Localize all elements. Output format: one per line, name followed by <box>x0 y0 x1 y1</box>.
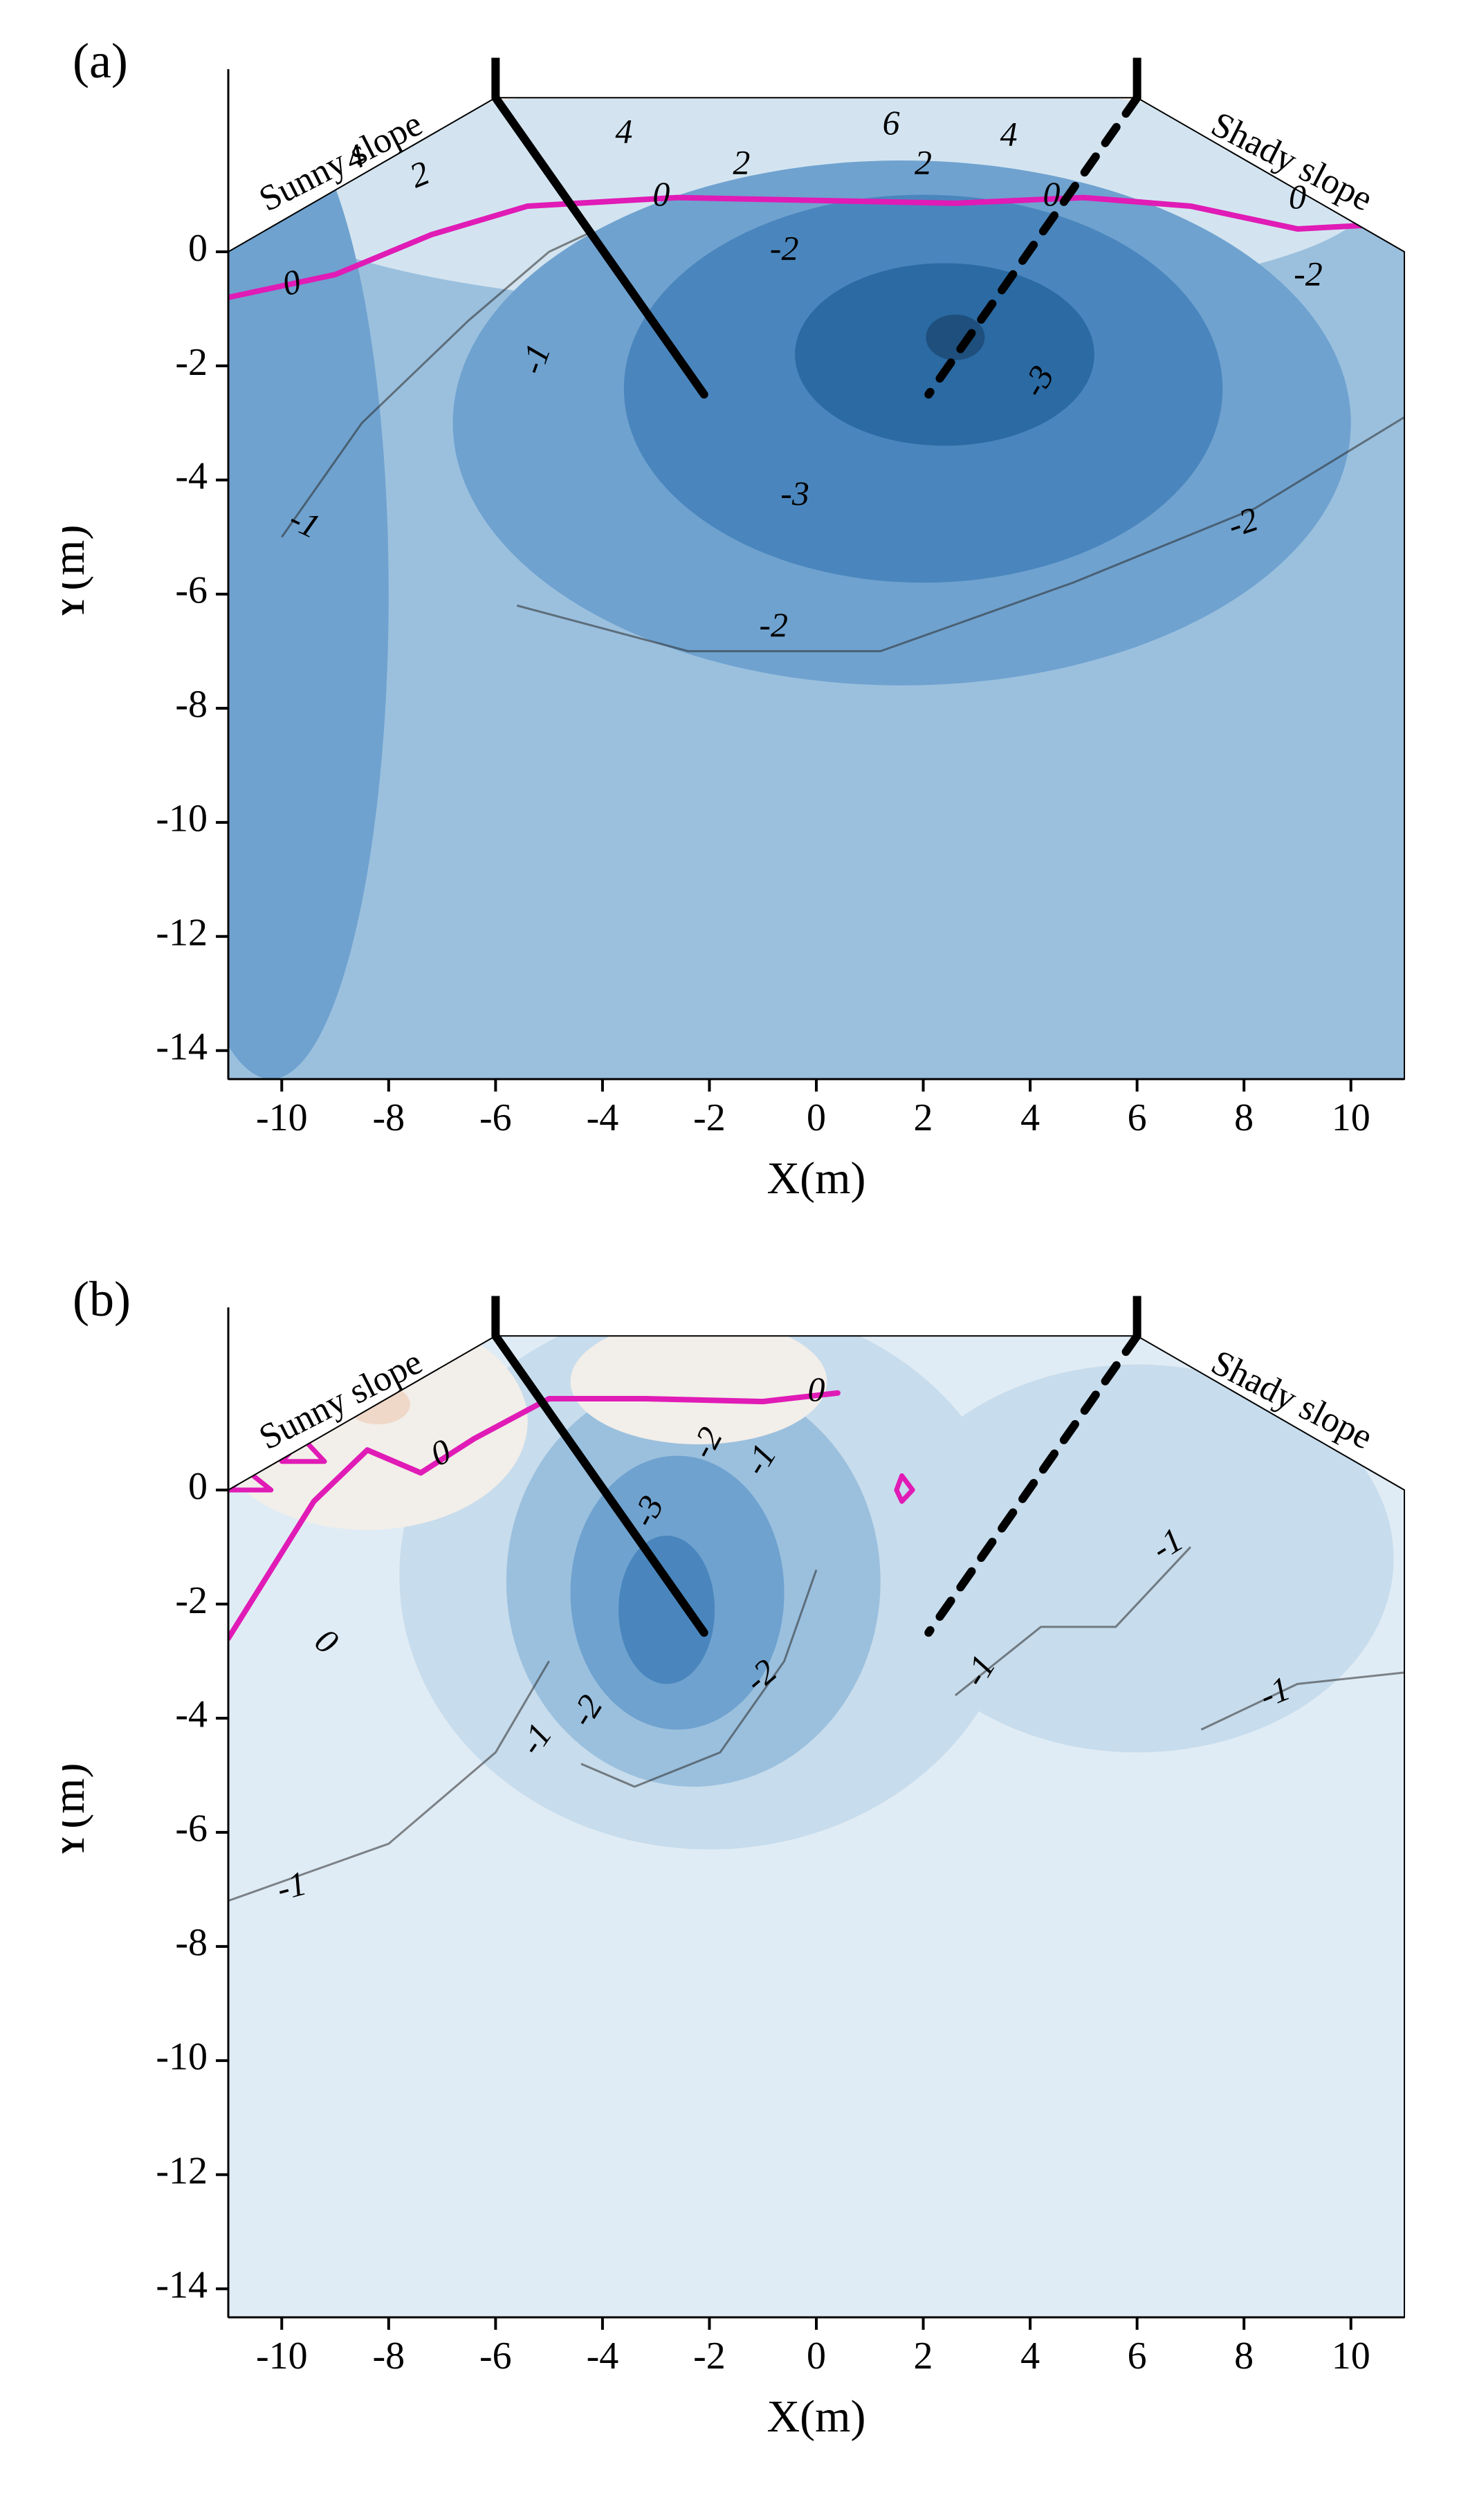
contour-label: 0 <box>652 174 670 213</box>
contour-plot-b: Sunny slopeShady slope000-1-2-1-2-1-3-2-… <box>62 1266 1432 2456</box>
y-tick-label: 0 <box>188 227 208 270</box>
x-tick-label: -10 <box>256 1096 308 1139</box>
x-tick-label: -6 <box>479 2335 512 2378</box>
x-tick-label: 0 <box>807 2335 826 2378</box>
x-tick-label: -2 <box>693 2335 726 2378</box>
x-tick-label: 10 <box>1332 2335 1370 2378</box>
y-tick-label: -6 <box>175 569 208 612</box>
contour-label: 4 <box>615 111 632 150</box>
contour-label: 0 <box>1289 177 1306 216</box>
contour-label: -3 <box>780 474 809 513</box>
contour-label: 6 <box>883 103 900 142</box>
y-tick-label: -14 <box>156 1026 208 1069</box>
y-tick-label: -2 <box>175 341 208 384</box>
subplot-label: (a) <box>73 33 128 89</box>
y-tick-label: -8 <box>175 683 208 726</box>
x-tick-label: -8 <box>372 1096 405 1139</box>
y-tick-label: -12 <box>156 912 208 955</box>
x-tick-label: 6 <box>1128 2335 1147 2378</box>
subplot-label: (b) <box>73 1271 131 1327</box>
x-tick-label: -4 <box>587 2335 619 2378</box>
contour-label: 0 <box>1043 174 1061 213</box>
x-tick-label: -6 <box>479 1096 512 1139</box>
contour-label: -2 <box>1294 255 1323 293</box>
x-tick-label: -8 <box>372 2335 405 2378</box>
y-tick-label: -2 <box>175 1579 208 1622</box>
y-tick-label: -8 <box>175 1922 208 1965</box>
y-tick-label: 0 <box>188 1465 208 1508</box>
y-tick-label: -10 <box>156 2036 208 2079</box>
x-tick-label: 2 <box>914 2335 933 2378</box>
page: Sunny slopeShady slope420402-262400-2-3-… <box>0 0 1477 2520</box>
y-axis-label: Y(m) <box>62 525 94 624</box>
x-tick-label: -2 <box>693 1096 726 1139</box>
x-tick-label: -4 <box>587 1096 619 1139</box>
contour-plot-a: Sunny slopeShady slope420402-262400-2-3-… <box>62 28 1432 1217</box>
x-axis-label: X(m) <box>767 2391 866 2442</box>
y-axis-label: Y(m) <box>62 1763 94 1862</box>
x-tick-label: 4 <box>1020 1096 1040 1139</box>
panel-b: Sunny slopeShady slope000-1-2-1-2-1-3-2-… <box>62 1266 1432 2456</box>
x-tick-label: 4 <box>1020 2335 1040 2378</box>
x-tick-label: 6 <box>1128 1096 1147 1139</box>
contour-label: 4 <box>1000 114 1018 153</box>
contour-label: 0 <box>808 1370 825 1408</box>
y-tick-label: -4 <box>175 1693 208 1736</box>
contour-label: -2 <box>770 228 799 267</box>
x-axis-label: X(m) <box>767 1153 866 1204</box>
x-tick-label: 0 <box>807 1096 826 1139</box>
y-tick-label: -12 <box>156 2150 208 2193</box>
x-tick-label: 8 <box>1234 1096 1254 1139</box>
y-tick-label: -14 <box>156 2264 208 2307</box>
y-tick-label: -4 <box>175 455 208 498</box>
y-tick-label: -6 <box>175 1808 208 1850</box>
y-tick-label: -10 <box>156 798 208 840</box>
contour-label: 2 <box>733 143 750 182</box>
panel-a: Sunny slopeShady slope420402-262400-2-3-… <box>62 28 1432 1217</box>
contour-label: 2 <box>915 143 932 182</box>
x-tick-label: 10 <box>1332 1096 1370 1139</box>
x-tick-label: -10 <box>256 2335 308 2378</box>
x-tick-label: 8 <box>1234 2335 1254 2378</box>
x-tick-label: 2 <box>914 1096 933 1139</box>
contour-label: -2 <box>759 605 788 644</box>
